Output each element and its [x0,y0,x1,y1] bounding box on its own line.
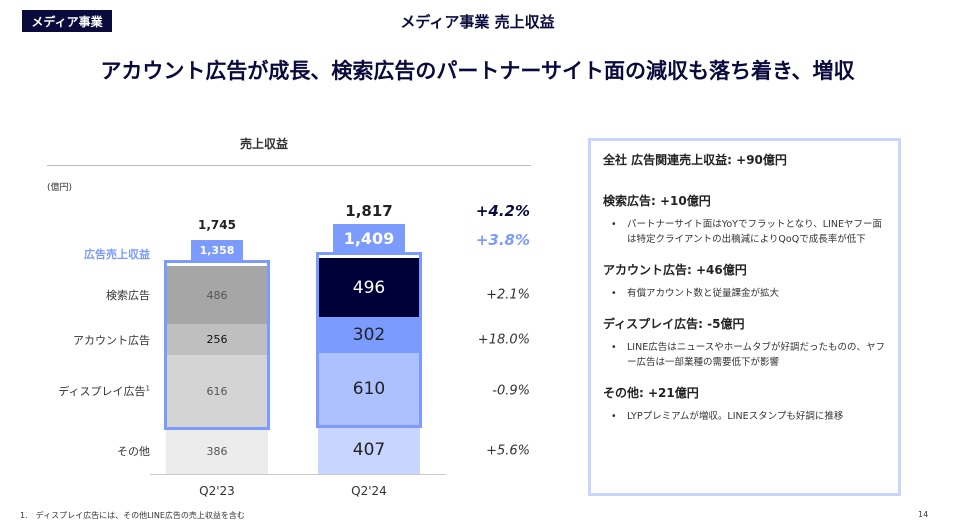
slide-title: メディア事業 売上収益 [400,13,555,31]
series-label: アカウント広告 [73,332,150,348]
bar-segment: 610 [318,352,420,426]
x-tick-label: Q2'24 [351,484,387,498]
panel-section-display: ディスプレイ広告: -5億円 LINE広告はニュースやホームタブが好調だったものの… [603,315,886,370]
growth-rate: -0.9% [492,383,530,399]
footnote-marker: 1 [145,384,150,393]
section-heading: 検索広告: +10億円 [603,194,711,208]
total-growth: +4.2% [475,202,530,220]
bar-segment: 256 [166,324,268,355]
panel-section-other: その他: +21億円 LYPプレミアムが増収。LINEスタンプも好調に推移 [603,384,886,424]
segment-badge: メディア事業 [22,10,112,32]
section-bullet: 有償アカウント数と従量課金が拡大 [603,286,886,301]
series-name: ディスプレイ広告 [58,385,146,399]
commentary-panel: 全社 広告関連売上収益: +90億円 検索広告: +10億円パートナーサイト面は… [588,138,901,496]
series-name: 検索広告 [106,289,150,303]
section-heading: ディスプレイ広告: -5億円 [603,317,745,331]
section-heading: アカウント広告: +46億円 [603,263,747,277]
unit-label: (億円) [47,183,73,193]
section-bullet: パートナーサイト面はYoYでフラットとなり、LINEヤフー面は特定クライアントの… [603,217,886,247]
series-label: 検索広告 [106,287,150,303]
panel-section-search: 検索広告: +10億円パートナーサイト面はYoYでフラットとなり、LINEヤフー… [603,192,886,247]
section-bullet: LINE広告はニュースやホームタブが好調だったものの、ヤフー広告は一部業種の需要… [603,340,886,370]
title-divider [47,165,531,166]
bar-total: 1,817 [345,202,393,220]
bar-segment: 496 [318,258,420,318]
bar-total: 1,745 [198,218,236,233]
ad-revenue-total: 1,409 [333,224,405,252]
bar-segment: 386 [166,428,268,474]
headline: アカウント広告が成長、検索広告のパートナーサイト面の減収も落ち着き、増収 [100,59,855,83]
x-tick-label: Q2'23 [199,484,235,498]
bar-segment: 407 [318,425,420,474]
x-axis-line [150,474,446,475]
growth-rate: +2.1% [486,287,530,303]
panel-section-account: アカウント広告: +46億円有償アカウント数と従量課金が拡大 [603,261,886,301]
ad-revenue-label: 広告売上収益 [84,248,150,261]
growth-rate: +18.0% [477,332,530,348]
series-name: アカウント広告 [73,333,150,347]
section-bullet: LYPプレミアムが増収。LINEスタンプも好調に推移 [603,409,886,424]
series-label: その他 [117,443,150,459]
page-number: 14 [918,510,929,519]
bar-segment: 302 [318,317,420,353]
ad-revenue-total: 1,358 [191,240,243,261]
bar-segment: 486 [166,266,268,325]
footnote: 1. ディスプレイ広告には、その他LINE広告の売上収益を含む [20,511,245,520]
chart-title: 売上収益 [240,137,289,151]
ad-revenue-outline [316,252,422,428]
section-heading: その他: +21億円 [603,386,699,400]
ad-revenue-growth: +3.8% [475,231,530,249]
series-name: その他 [117,445,150,459]
ad-revenue-outline [164,260,270,431]
growth-rate: +5.6% [486,443,530,459]
bar-segment: 616 [166,354,268,429]
series-label: ディスプレイ広告1 [58,383,150,399]
panel-summary: 全社 広告関連売上収益: +90億円 [603,153,787,167]
